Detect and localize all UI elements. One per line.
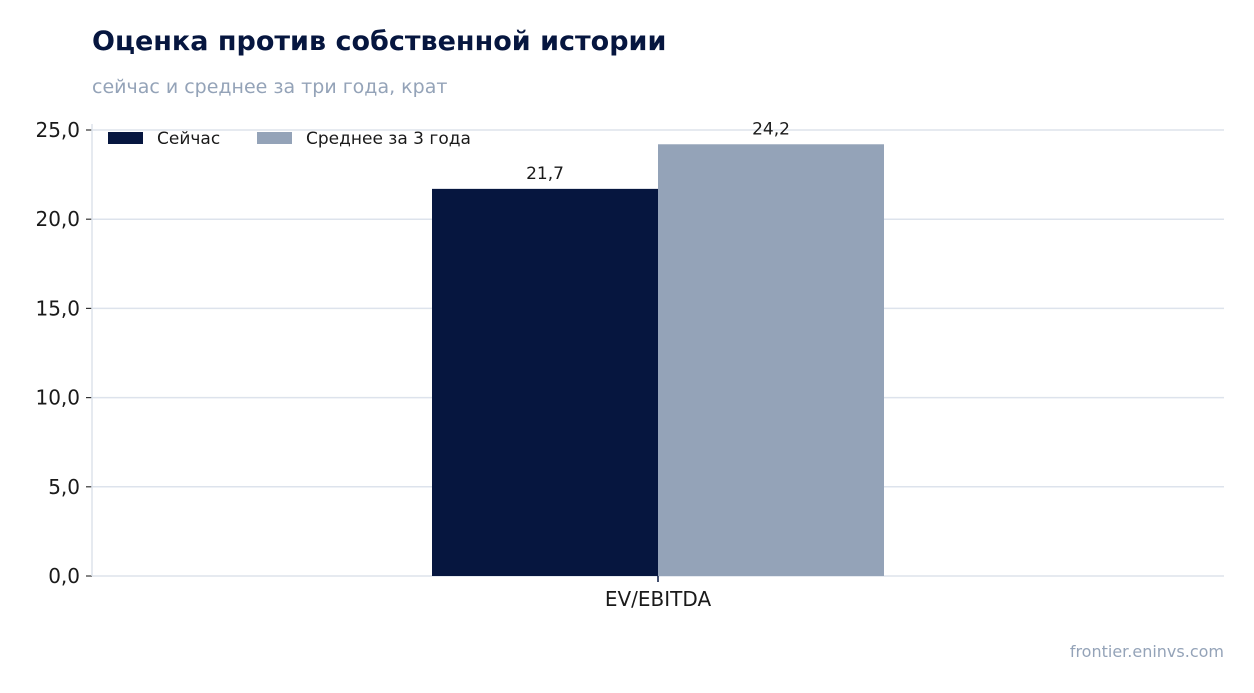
source-credit: frontier.eninvs.com (1069, 642, 1224, 661)
y-tick-label: 10,0 (35, 386, 80, 410)
y-tick-label: 25,0 (35, 118, 80, 142)
legend-label-now: Сейчас (157, 129, 220, 149)
bar-now (432, 188, 658, 576)
legend-swatch-now (108, 132, 143, 144)
y-tick-label: 20,0 (35, 207, 80, 231)
x-tick-label: EV/EBITDA (605, 587, 712, 611)
y-tick-label: 5,0 (48, 475, 80, 499)
legend-label-avg: Среднее за 3 года (306, 129, 471, 149)
y-tick-label: 15,0 (35, 296, 80, 320)
data-label: 21,7 (526, 164, 564, 184)
y-tick-label: 0,0 (48, 564, 80, 588)
chart-subtitle: сейчас и среднее за три года, крат (92, 76, 448, 98)
data-label: 24,2 (752, 119, 790, 139)
bar-avg (658, 144, 884, 576)
chart-title: Оценка против собственной истории (92, 26, 667, 57)
legend-swatch-avg (257, 132, 292, 144)
